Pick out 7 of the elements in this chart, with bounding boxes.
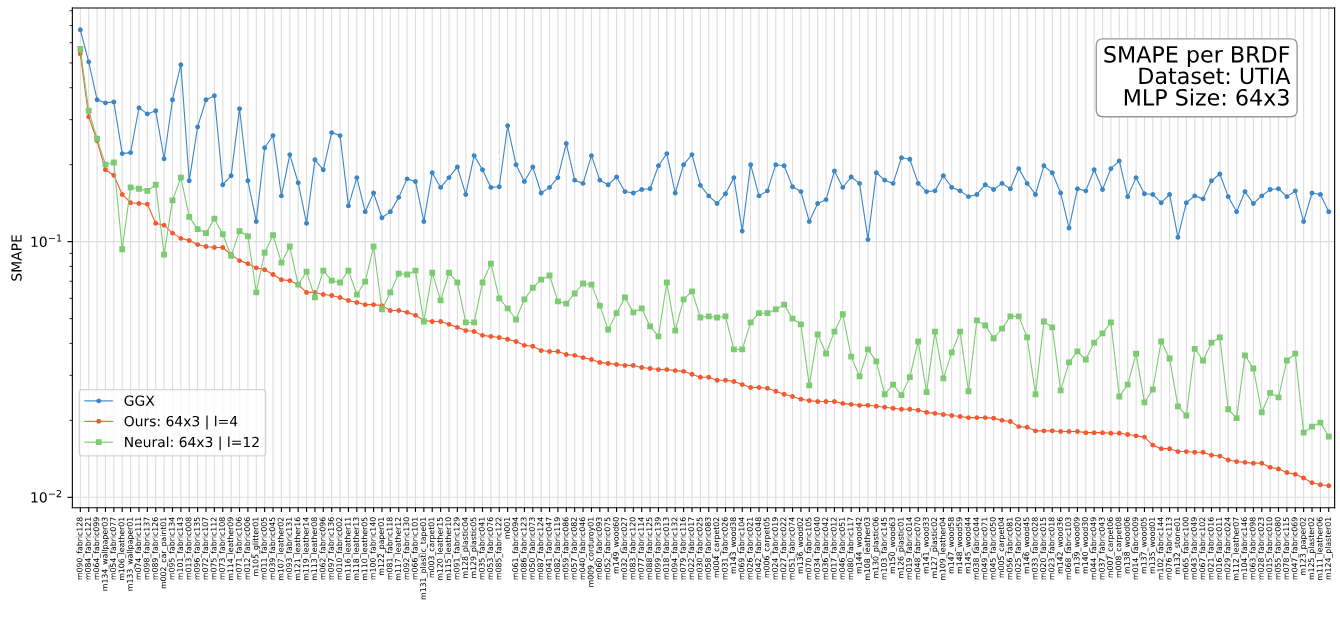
legend-label: GGX [124,395,155,406]
legend-label: Neural: 64x3 | l=12 [125,436,259,451]
text: SMAPE per BRDF Dataset: UTIA MLP Size: 64x3 [1104,45,1291,106]
y-tick-label: 10$^{−1}$ [31,234,62,248]
legend-label: Ours: 64x3 | l=4 [124,415,238,430]
y-tick-label: 10$^{−2}$ [31,489,62,503]
y-axis-title: SMAPE [11,235,22,281]
